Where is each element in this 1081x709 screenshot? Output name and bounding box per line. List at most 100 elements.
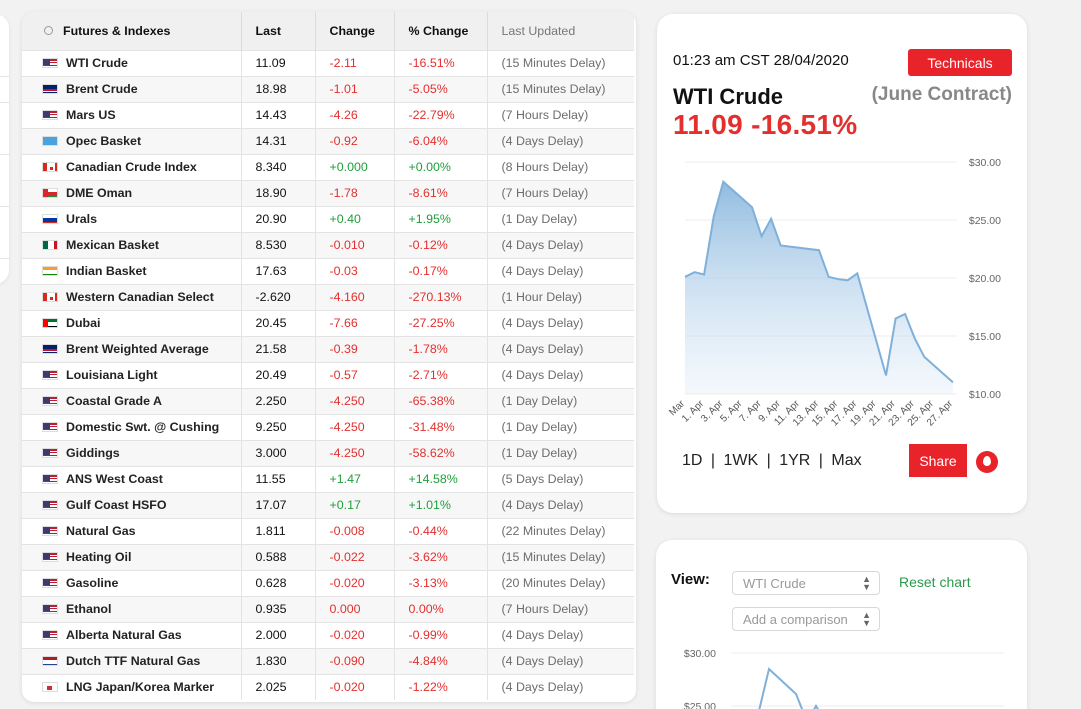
commodity-name[interactable]: Coastal Grade A	[22, 387, 242, 414]
table-row[interactable]: Canadian Crude Index 8.340 +0.000 +0.00% (8 …	[22, 153, 634, 180]
header-futures[interactable]: Futures & Indexes	[22, 12, 242, 50]
technicals-button[interactable]: Technicals	[908, 49, 1012, 76]
last-value: 17.63	[241, 257, 316, 284]
change-value: -0.020	[315, 673, 395, 700]
range-1yr[interactable]: 1YR	[779, 452, 811, 469]
table-row[interactable]: Urals 20.90 +0.40 +1.95% (1 Day Delay)	[22, 205, 634, 232]
header-last[interactable]: Last	[241, 12, 316, 50]
flag-us-icon	[42, 370, 58, 380]
last-updated-value: (1 Day Delay)	[487, 439, 634, 466]
table-row[interactable]: Natural Gas 1.811 -0.008 -0.44% (22 Minutes …	[22, 517, 634, 544]
last-updated-value: (7 Hours Delay)	[487, 179, 634, 206]
table-row[interactable]: Giddings 3.000 -4.250 -58.62% (1 Day Delay)	[22, 439, 634, 466]
comparison-chart[interactable]: $30.00 $25.00	[656, 640, 1027, 709]
commodity-name[interactable]: Heating Oil	[22, 543, 242, 570]
commodity-name[interactable]: DME Oman	[22, 179, 242, 206]
table-row[interactable]: Brent Crude 18.98 -1.01 -5.05% (15 Minutes D…	[22, 75, 634, 102]
commodity-name[interactable]: ANS West Coast	[22, 465, 242, 492]
last-value: 3.000	[241, 439, 316, 466]
y-tick-label: $25.00	[684, 701, 716, 709]
range-1d[interactable]: 1D	[682, 452, 703, 469]
flag-us-icon	[42, 110, 58, 120]
last-value: -2.620	[241, 283, 316, 310]
view-select[interactable]: WTI Crude ▲ ▼	[732, 571, 880, 595]
table-row[interactable]: WTI Crude 11.09 -2.11 -16.51% (15 Minutes De…	[22, 49, 634, 76]
commodity-name[interactable]: Natural Gas	[22, 517, 242, 544]
commodity-name[interactable]: LNG Japan/Korea Marker	[22, 673, 242, 700]
pct-change-value: -1.22%	[394, 673, 488, 700]
timestamp: 01:23 am CST 28/04/2020	[673, 52, 849, 69]
pct-change-value: -2.71%	[394, 361, 488, 388]
range-separator: |	[814, 452, 828, 469]
last-updated-value: (4 Days Delay)	[487, 491, 634, 518]
last-value: 11.09	[241, 49, 316, 76]
commodity-name[interactable]: Brent Crude	[22, 75, 242, 102]
table-row[interactable]: Louisiana Light 20.49 -0.57 -2.71% (4 Days D…	[22, 361, 634, 388]
commodity-name[interactable]: Indian Basket	[22, 257, 242, 284]
commodity-name[interactable]: Mexican Basket	[22, 231, 242, 258]
last-value: 8.530	[241, 231, 316, 258]
range-1wk[interactable]: 1WK	[723, 452, 759, 469]
commodity-name[interactable]: Giddings	[22, 439, 242, 466]
table-row[interactable]: Dutch TTF Natural Gas 1.830 -0.090 -4.84% (4…	[22, 647, 634, 674]
commodity-name[interactable]: Urals	[22, 205, 242, 232]
header-pct-change[interactable]: % Change	[394, 12, 488, 50]
change-value: -0.008	[315, 517, 395, 544]
commodity-name[interactable]: WTI Crude	[22, 49, 242, 76]
table-row[interactable]: ANS West Coast 11.55 +1.47 +14.58% (5 Days D…	[22, 465, 634, 492]
share-button[interactable]: Share	[909, 444, 967, 477]
table-row[interactable]: Opec Basket 14.31 -0.92 -6.04% (4 Days Delay…	[22, 127, 634, 154]
table-row[interactable]: DME Oman 18.90 -1.78 -8.61% (7 Hours Delay)	[22, 179, 634, 206]
flag-mx-icon	[42, 240, 58, 250]
last-updated-value: (15 Minutes Delay)	[487, 543, 634, 570]
table-row[interactable]: Heating Oil 0.588 -0.022 -3.62% (15 Minutes …	[22, 543, 634, 570]
header-change[interactable]: Change	[315, 12, 395, 50]
change-value: -4.250	[315, 413, 395, 440]
commodity-name[interactable]: Louisiana Light	[22, 361, 242, 388]
commodity-name[interactable]: Dubai	[22, 309, 242, 336]
table-row[interactable]: Mexican Basket 8.530 -0.010 -0.12% (4 Days D…	[22, 231, 634, 258]
y-tick-label: $10.00	[969, 389, 1001, 401]
table-row[interactable]: Domestic Swt. @ Cushing 9.250 -4.250 -31.48…	[22, 413, 634, 440]
flag-uk-icon	[42, 344, 58, 354]
last-updated-value: (4 Days Delay)	[487, 127, 634, 154]
commodity-name[interactable]: Mars US	[22, 101, 242, 128]
oil-drop-icon[interactable]	[976, 451, 998, 473]
table-row[interactable]: Western Canadian Select -2.620 -4.160 -270.…	[22, 283, 634, 310]
range-separator: |	[706, 452, 720, 469]
table-row[interactable]: Gulf Coast HSFO 17.07 +0.17 +1.01% (4 Days D…	[22, 491, 634, 518]
change-value: -0.020	[315, 621, 395, 648]
commodity-name[interactable]: Western Canadian Select	[22, 283, 242, 310]
header-last-updated[interactable]: Last Updated	[487, 12, 634, 50]
change-value: +0.17	[315, 491, 395, 518]
table-row[interactable]: Ethanol 0.935 0.000 0.00% (7 Hours Delay)	[22, 595, 634, 622]
commodity-name[interactable]: Gulf Coast HSFO	[22, 491, 242, 518]
commodity-name[interactable]: Opec Basket	[22, 127, 242, 154]
commodity-name[interactable]: Brent Weighted Average	[22, 335, 242, 362]
table-row[interactable]: Indian Basket 17.63 -0.03 -0.17% (4 Days Del…	[22, 257, 634, 284]
commodity-name[interactable]: Ethanol	[22, 595, 242, 622]
commodity-name[interactable]: Gasoline	[22, 569, 242, 596]
comparison-select[interactable]: Add a comparison ▲ ▼	[732, 607, 880, 631]
reset-chart-link[interactable]: Reset chart	[899, 574, 971, 590]
table-row[interactable]: Brent Weighted Average 21.58 -0.39 -1.78% (4…	[22, 335, 634, 362]
range-max[interactable]: Max	[831, 452, 862, 469]
table-row[interactable]: Alberta Natural Gas 2.000 -0.020 -0.99% (4 D…	[22, 621, 634, 648]
table-row[interactable]: Coastal Grade A 2.250 -4.250 -65.38% (1 Day …	[22, 387, 634, 414]
flag-us-icon	[42, 526, 58, 536]
table-row[interactable]: Dubai 20.45 -7.66 -27.25% (4 Days Delay)	[22, 309, 634, 336]
flag-ca-icon	[42, 292, 58, 302]
table-row[interactable]: Gasoline 0.628 -0.020 -3.13% (20 Minutes Del…	[22, 569, 634, 596]
table-row[interactable]: LNG Japan/Korea Marker 2.025 -0.020 -1.22%(…	[22, 673, 634, 700]
change-value: -4.250	[315, 439, 395, 466]
commodity-name[interactable]: Alberta Natural Gas	[22, 621, 242, 648]
table-row[interactable]: Mars US 14.43 -4.26 -22.79% (7 Hours Delay)	[22, 101, 634, 128]
change-value: -0.39	[315, 335, 395, 362]
commodity-name[interactable]: Canadian Crude Index	[22, 153, 242, 180]
commodity-name[interactable]: Dutch TTF Natural Gas	[22, 647, 242, 674]
last-value: 1.830	[241, 647, 316, 674]
futures-table-card: Futures & Indexes Last Change % Change L…	[22, 12, 636, 702]
last-value: 18.90	[241, 179, 316, 206]
commodity-name[interactable]: Domestic Swt. @ Cushing	[22, 413, 242, 440]
